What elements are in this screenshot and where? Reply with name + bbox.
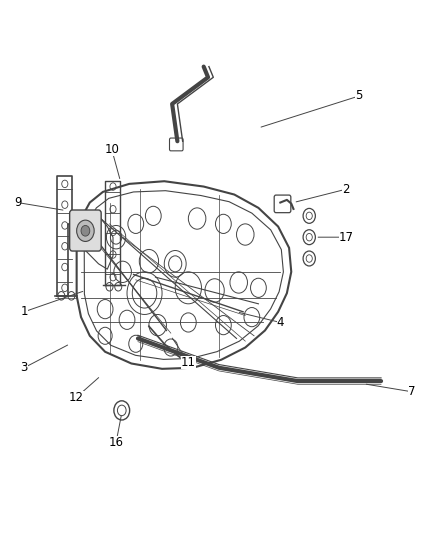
Circle shape (77, 220, 94, 241)
Circle shape (81, 225, 90, 236)
Text: 5: 5 (356, 90, 363, 102)
Text: 2: 2 (342, 183, 350, 196)
Text: 12: 12 (69, 391, 84, 403)
Text: 4: 4 (276, 316, 284, 329)
Text: 1: 1 (20, 305, 28, 318)
Text: 17: 17 (339, 231, 353, 244)
Text: 9: 9 (14, 196, 21, 209)
FancyBboxPatch shape (70, 210, 101, 251)
Text: 16: 16 (109, 436, 124, 449)
Text: 11: 11 (181, 356, 196, 369)
Text: 3: 3 (21, 361, 28, 374)
Text: 7: 7 (408, 385, 416, 398)
Text: 10: 10 (104, 143, 119, 156)
